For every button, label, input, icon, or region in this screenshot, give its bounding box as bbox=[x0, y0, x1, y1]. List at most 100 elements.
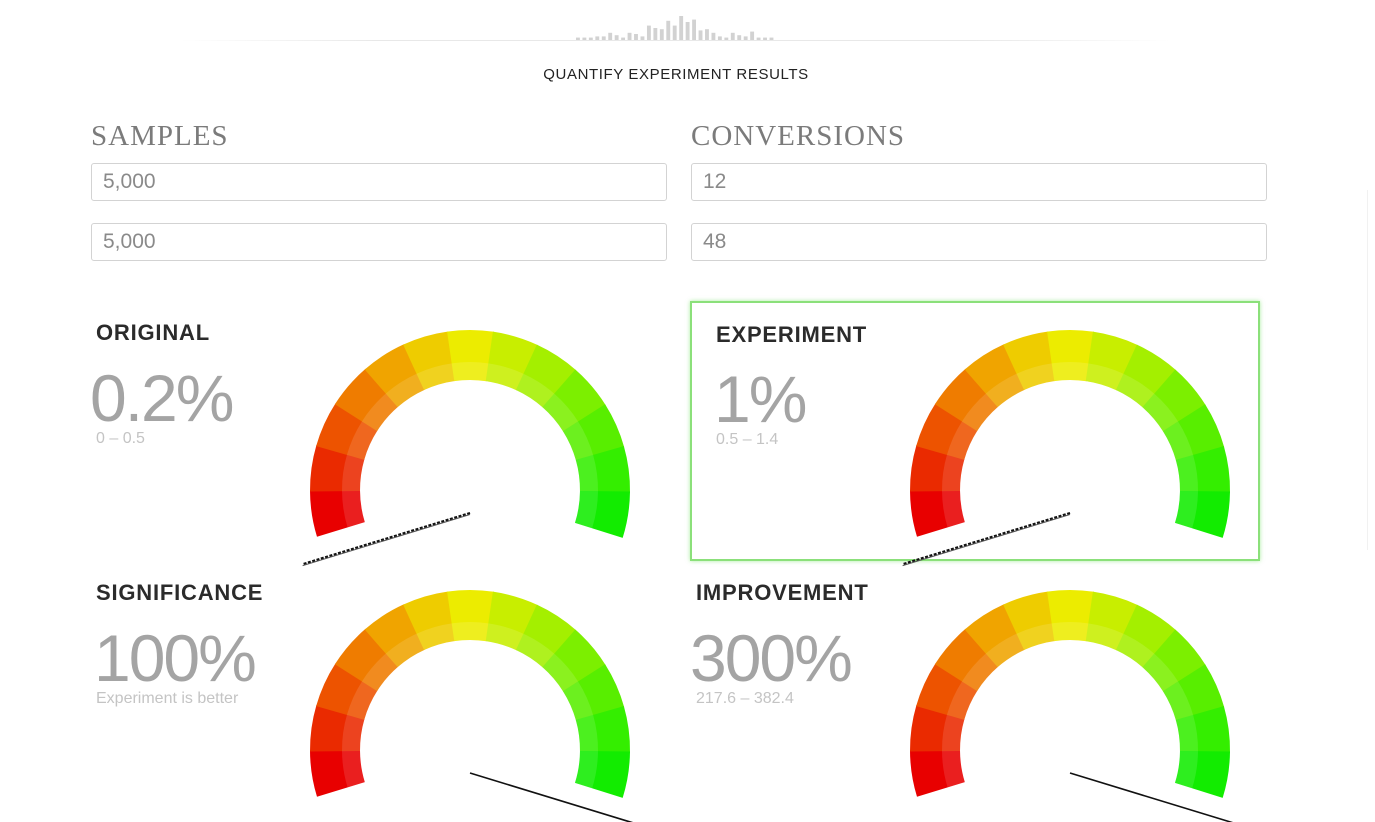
gauge-segment bbox=[910, 490, 965, 537]
gauge-segment-shade bbox=[942, 454, 965, 492]
gauge-segment-shade bbox=[346, 420, 378, 460]
gauge-segment-shade bbox=[961, 653, 999, 692]
gauge-segment-shade bbox=[1085, 363, 1125, 391]
gauge-segment bbox=[1162, 404, 1225, 461]
sparkline-bar bbox=[717, 36, 722, 40]
improvement-value: 300% bbox=[690, 621, 853, 695]
page-edge bbox=[1367, 190, 1368, 550]
gauge-segment bbox=[334, 628, 399, 692]
gauge-segment bbox=[447, 330, 495, 382]
gauge-segment-shade bbox=[985, 373, 1025, 408]
sparkline-bar bbox=[595, 36, 600, 40]
gauge-segment bbox=[575, 446, 630, 493]
gauge-segment bbox=[1142, 629, 1206, 692]
header-divider bbox=[180, 40, 1170, 41]
gauge-needle-shadow bbox=[302, 514, 471, 567]
gauge-segment-shade bbox=[385, 633, 425, 668]
gauge-segment-shade bbox=[342, 490, 365, 528]
gauge-needle bbox=[902, 511, 1071, 566]
original-gauge bbox=[302, 330, 630, 567]
sparkline-bar bbox=[756, 37, 761, 40]
sparkline-bar bbox=[627, 32, 632, 40]
gauge-segment bbox=[447, 590, 495, 642]
gauge-segment bbox=[515, 344, 577, 408]
gauge-segment-shade bbox=[574, 751, 598, 789]
gauge-segment-shade bbox=[451, 622, 490, 642]
gauge-segment-shade bbox=[1142, 653, 1179, 692]
gauge-segment bbox=[334, 368, 399, 432]
sparkline-bar bbox=[705, 29, 709, 40]
gauge-segment-shade bbox=[361, 393, 399, 432]
gauge-segment bbox=[542, 629, 606, 692]
experiment-title: EXPERIMENT bbox=[716, 322, 868, 347]
sparkline-bar bbox=[672, 25, 677, 40]
gauge-segment-shade bbox=[542, 393, 579, 432]
gauge-segment bbox=[574, 751, 630, 798]
gauge-segment bbox=[1115, 344, 1177, 408]
significance-gauge bbox=[310, 590, 634, 822]
gauge-segment-shade bbox=[942, 714, 965, 752]
gauge-segment-shade bbox=[342, 750, 365, 788]
gauge-segment-shade bbox=[942, 750, 965, 788]
sparkline-bar bbox=[614, 35, 619, 40]
sparkline-bar bbox=[621, 37, 626, 40]
gauge-segment-shade bbox=[1016, 363, 1056, 391]
sparkline-bar bbox=[769, 37, 774, 40]
experiment-panel: EXPERIMENT 1% 0.5 – 1.4 bbox=[690, 301, 1260, 561]
gauge-segment bbox=[910, 750, 965, 797]
sparkline-bar bbox=[750, 31, 755, 40]
sparkline-bar bbox=[692, 19, 696, 40]
samples-heading: SAMPLES bbox=[91, 120, 229, 152]
gauge-segment bbox=[964, 344, 1025, 408]
gauge-segment-shade bbox=[485, 363, 525, 391]
original-conversions-input[interactable] bbox=[691, 163, 1267, 201]
gauge-segment bbox=[916, 663, 978, 720]
significance-title: SIGNIFICANCE bbox=[96, 580, 264, 605]
gauge-segment-shade bbox=[985, 633, 1025, 668]
original-range: 0 – 0.5 bbox=[96, 430, 145, 447]
gauge-segment bbox=[1047, 590, 1095, 642]
sparkline-bar bbox=[679, 16, 684, 40]
gauge-segment-shade bbox=[946, 680, 978, 720]
sparkline-bar bbox=[608, 32, 613, 40]
gauge-segment bbox=[934, 628, 999, 692]
conversions-heading: CONVERSIONS bbox=[691, 120, 906, 152]
gauge-segment bbox=[364, 344, 425, 408]
gauge-segment bbox=[310, 490, 365, 537]
gauge-segment bbox=[485, 331, 538, 391]
gauge-segment bbox=[1115, 604, 1177, 668]
sparkline-bar bbox=[582, 37, 587, 40]
gauge-segment-shade bbox=[342, 454, 365, 492]
gauge-segment-shade bbox=[342, 714, 365, 752]
original-samples-input[interactable] bbox=[91, 163, 667, 201]
gauge-segment bbox=[562, 664, 625, 721]
sparkline-bar bbox=[698, 30, 703, 40]
gauge-segment bbox=[1003, 331, 1056, 391]
experiment-samples-input[interactable] bbox=[91, 223, 667, 261]
sparkline-bar bbox=[634, 34, 638, 40]
sparkline-bar bbox=[640, 36, 645, 40]
gauge-segment bbox=[1003, 591, 1056, 651]
gauge-segment-shade bbox=[361, 653, 399, 692]
original-title: ORIGINAL bbox=[96, 320, 210, 345]
significance-panel: SIGNIFICANCE 100% Experiment is better bbox=[80, 562, 650, 822]
experiment-conversions-input[interactable] bbox=[691, 223, 1267, 261]
gauge-segment-shade bbox=[542, 653, 579, 692]
gauge-segment bbox=[316, 403, 378, 460]
gauge-segment bbox=[1174, 751, 1230, 798]
gauge-segment-shade bbox=[346, 680, 378, 720]
gauge-segment-shade bbox=[1051, 362, 1090, 382]
gauge-segment bbox=[1142, 369, 1206, 432]
gauge-segment bbox=[1175, 706, 1230, 753]
page-title: QUANTIFY EXPERIMENT RESULTS bbox=[543, 66, 809, 83]
gauge-segment bbox=[1085, 591, 1138, 651]
gauge-segment-shade bbox=[946, 420, 978, 460]
original-rate-value: 0.2% bbox=[90, 361, 234, 435]
gauge-segment-shade bbox=[1051, 622, 1090, 642]
sparkline-bar bbox=[659, 29, 664, 40]
gauge-segment bbox=[562, 404, 625, 461]
significance-subtitle: Experiment is better bbox=[96, 690, 239, 707]
gauge-segment-shade bbox=[961, 393, 999, 432]
gauge-segment-shade bbox=[515, 633, 555, 668]
experiment-rate-value: 1% bbox=[714, 362, 807, 436]
